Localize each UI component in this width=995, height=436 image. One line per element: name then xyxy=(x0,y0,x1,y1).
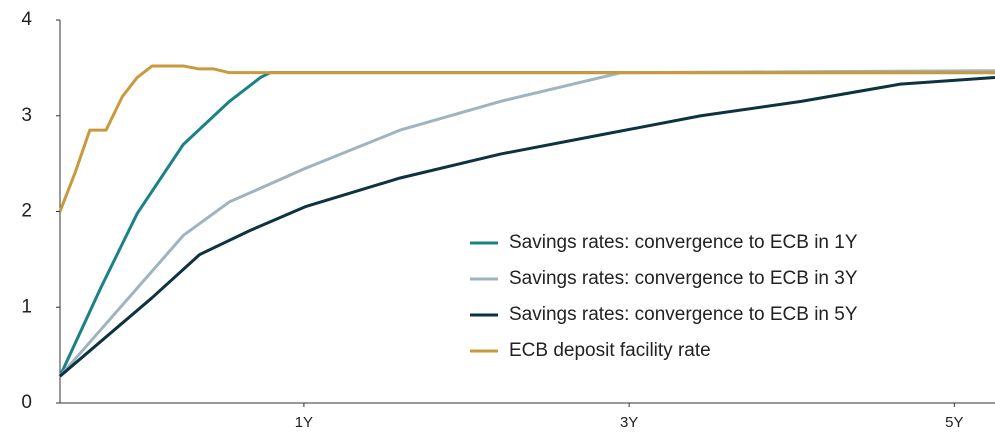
legend-label: ECB deposit facility rate xyxy=(509,340,711,361)
legend-label: Savings rates: convergence to ECB in 5Y xyxy=(509,304,858,325)
y-tick-label: 2 xyxy=(21,201,32,222)
y-tick-label: 0 xyxy=(21,392,32,413)
legend-label: Savings rates: convergence to ECB in 1Y xyxy=(509,232,858,253)
line-series xyxy=(58,69,995,378)
y-tick-label: 4 xyxy=(21,9,32,30)
y-tick-label: 1 xyxy=(21,296,32,317)
line-series xyxy=(59,75,995,378)
legend-label: Savings rates: convergence to ECB in 3Y xyxy=(509,268,858,289)
x-tick-label: 3Y xyxy=(620,414,638,431)
x-tick-label: 5Y xyxy=(945,414,963,431)
y-tick-label: 3 xyxy=(21,105,32,126)
line-series xyxy=(58,64,995,213)
x-tick-label: 1Y xyxy=(295,414,313,431)
